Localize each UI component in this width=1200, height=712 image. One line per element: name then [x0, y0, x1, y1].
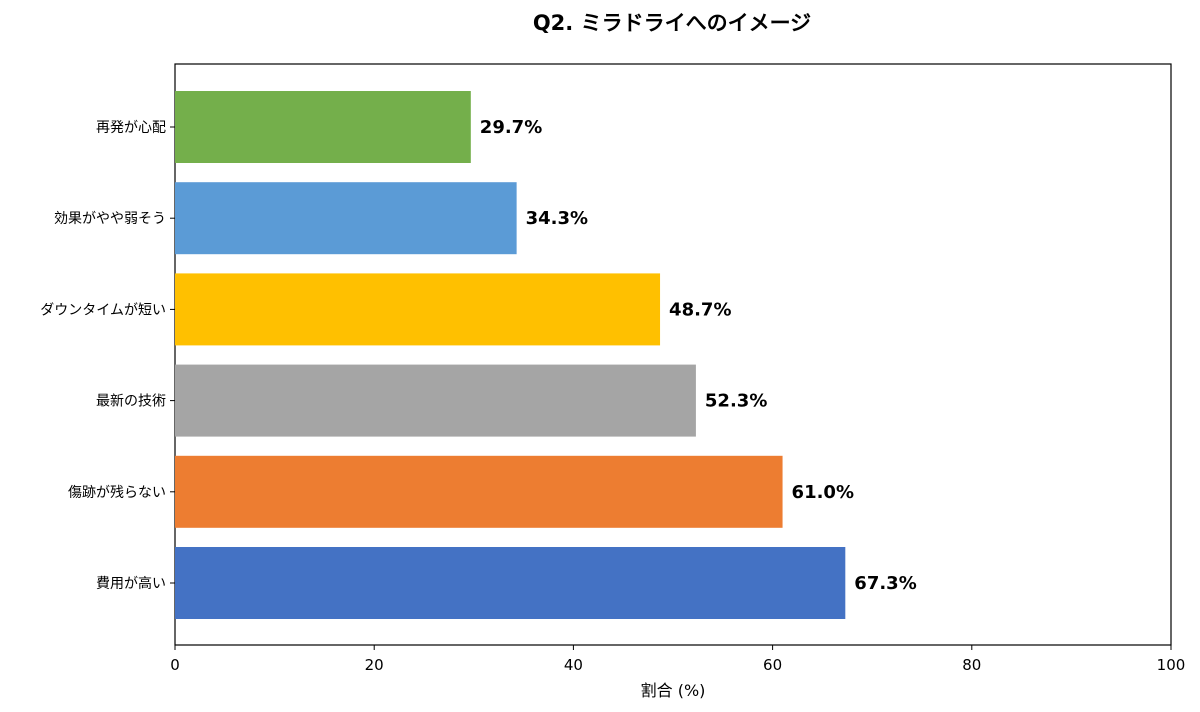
category-label: 傷跡が残らない [68, 485, 166, 501]
category-label: 効果がやや弱そう [54, 211, 166, 227]
bar [175, 455, 783, 528]
category-label: 費用が高い [96, 575, 166, 592]
category-label: 最新の技術 [96, 394, 166, 410]
value-labels: 29.7% 34.3% 48.7% 52.3% 61.0% 67.3% [480, 117, 917, 594]
bar [175, 91, 471, 163]
x-tick-label: 80 [962, 656, 981, 674]
value-label: 48.7% [669, 299, 731, 320]
x-tick-label: 40 [564, 656, 583, 674]
value-label: 67.3% [854, 573, 916, 594]
x-tick-label: 0 [170, 656, 180, 674]
x-axis: 0 20 40 60 80 100 [170, 645, 1185, 674]
x-tick-label: 60 [763, 656, 782, 674]
category-label: 再発が心配 [96, 120, 166, 136]
plot-area-frame [174, 63, 1172, 646]
x-tick-label: 20 [365, 656, 384, 674]
x-axis-title: 割合 (%) [641, 681, 706, 700]
bar [175, 273, 661, 346]
chart-title: Q2. ミラドライへのイメージ [533, 11, 811, 35]
bars-group [175, 91, 846, 619]
x-tick-label: 100 [1157, 656, 1186, 674]
value-label: 61.0% [792, 482, 854, 503]
value-label: 29.7% [480, 117, 542, 138]
bar [175, 364, 696, 437]
value-label: 34.3% [526, 208, 588, 229]
bar [175, 547, 846, 619]
value-label: 52.3% [705, 391, 767, 412]
category-label: ダウンタイムが短い [40, 302, 166, 318]
bar [175, 182, 517, 255]
